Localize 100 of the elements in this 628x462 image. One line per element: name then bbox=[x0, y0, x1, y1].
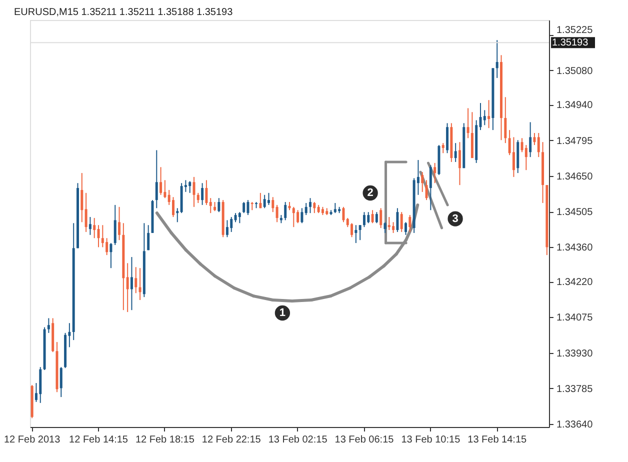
candlestick bbox=[354, 224, 358, 244]
candlestick bbox=[110, 242, 112, 269]
candlestick bbox=[138, 268, 142, 301]
candlestick bbox=[309, 198, 312, 214]
candlestick bbox=[358, 224, 362, 241]
candlestick bbox=[313, 202, 316, 214]
y-tick-label: 1.34650 bbox=[556, 171, 594, 182]
candlestick bbox=[380, 208, 382, 229]
candlestick bbox=[147, 224, 150, 251]
candlestick bbox=[388, 216, 390, 231]
candlestick bbox=[292, 206, 295, 228]
candlestick bbox=[93, 217, 96, 239]
candlestick bbox=[434, 162, 436, 184]
y-tick-label: 1.35080 bbox=[556, 66, 594, 77]
candlestick bbox=[230, 216, 233, 232]
candlestick bbox=[342, 206, 345, 223]
annotation: 2 bbox=[367, 187, 374, 199]
candlestick bbox=[205, 180, 208, 206]
candlestick bbox=[126, 262, 129, 313]
candlestick bbox=[396, 208, 399, 232]
candlestick bbox=[533, 132, 536, 146]
candlestick bbox=[504, 96, 507, 144]
x-tick-label: 12 Feb 14:15 bbox=[69, 434, 128, 446]
candlestick bbox=[155, 150, 158, 209]
candlestick bbox=[488, 100, 490, 129]
candlestick bbox=[263, 194, 266, 209]
candlestick bbox=[97, 224, 100, 248]
candlestick bbox=[392, 222, 395, 234]
candlestick bbox=[296, 210, 300, 224]
candlestick bbox=[442, 142, 444, 154]
candlestick bbox=[529, 122, 532, 158]
x-tick-label: 12 Feb 22:15 bbox=[202, 434, 262, 446]
y-tick-label: 1.34075 bbox=[556, 312, 594, 324]
candlestick bbox=[101, 224, 104, 248]
candlestick bbox=[537, 132, 540, 158]
chart-title: EURUSD,M15 1.35211 1.35211 1.35188 1.35193 bbox=[14, 7, 234, 18]
candlestick bbox=[304, 202, 308, 216]
candlestick bbox=[362, 212, 366, 228]
candlestick bbox=[350, 222, 354, 238]
candlestick bbox=[466, 108, 470, 139]
candlestick bbox=[334, 202, 336, 214]
candlestick bbox=[458, 142, 461, 186]
candlestick bbox=[267, 192, 270, 206]
candlestick bbox=[242, 202, 246, 214]
x-tick-label: 13 Feb 02:15 bbox=[268, 434, 328, 446]
candlestick bbox=[276, 204, 278, 223]
candlestick bbox=[106, 238, 108, 256]
annotation: 3 bbox=[452, 212, 458, 225]
candlestick bbox=[238, 212, 241, 224]
y-tick-label: 1.34940 bbox=[556, 100, 594, 112]
candlestick bbox=[88, 216, 92, 236]
y-tick-label: 1.34220 bbox=[556, 277, 594, 288]
candlestick bbox=[118, 206, 121, 241]
candlestick bbox=[408, 214, 412, 232]
x-tick-label: 12 Feb 18:15 bbox=[135, 434, 195, 446]
candlestick bbox=[209, 198, 212, 214]
candlestick bbox=[188, 180, 192, 194]
candlestick bbox=[176, 208, 179, 223]
candlestick bbox=[47, 318, 50, 334]
y-tick-label: 1.33785 bbox=[556, 384, 594, 395]
candlestick bbox=[160, 166, 162, 196]
candlestick bbox=[284, 202, 287, 221]
ref-line-label: 1.35193 bbox=[552, 38, 589, 49]
candlestick bbox=[226, 220, 228, 238]
candlestick bbox=[234, 212, 237, 223]
candlestick bbox=[421, 172, 424, 192]
candlestick bbox=[425, 180, 428, 201]
candlestick bbox=[400, 212, 403, 232]
y-tick-label: 1.33930 bbox=[556, 348, 594, 360]
candlestick bbox=[300, 208, 304, 224]
candlestick bbox=[134, 266, 138, 294]
annotation: 1 bbox=[279, 307, 286, 319]
x-tick-label: 13 Feb 14:15 bbox=[468, 434, 528, 446]
candlestick bbox=[446, 122, 449, 154]
candlestick bbox=[512, 136, 515, 178]
y-tick-label: 1.33640 bbox=[556, 420, 594, 431]
candlestick bbox=[404, 222, 407, 236]
x-tick-label: 13 Feb 06:15 bbox=[334, 434, 394, 446]
x-tick-label: 13 Feb 10:15 bbox=[401, 434, 461, 446]
candlestick bbox=[60, 366, 62, 398]
candlestick bbox=[201, 182, 204, 206]
candlestick bbox=[214, 202, 216, 212]
candlestick bbox=[196, 192, 200, 204]
y-tick-label: 1.34360 bbox=[556, 242, 594, 254]
candlestick bbox=[164, 180, 166, 199]
candlestick bbox=[218, 198, 220, 213]
y-tick-label: 1.35225 bbox=[556, 25, 594, 36]
candlestick bbox=[246, 200, 250, 216]
candlestick bbox=[367, 212, 370, 224]
candlestick bbox=[84, 192, 88, 232]
candlestick bbox=[114, 204, 116, 246]
candlestick bbox=[429, 164, 432, 211]
candlestick bbox=[520, 138, 524, 153]
candlestick bbox=[272, 196, 274, 213]
y-tick-label: 1.34795 bbox=[556, 136, 594, 147]
candlestick bbox=[80, 172, 84, 223]
candlestick bbox=[524, 144, 528, 171]
candlestick bbox=[483, 110, 486, 126]
candlestick bbox=[259, 192, 262, 209]
candlestick bbox=[375, 212, 378, 224]
